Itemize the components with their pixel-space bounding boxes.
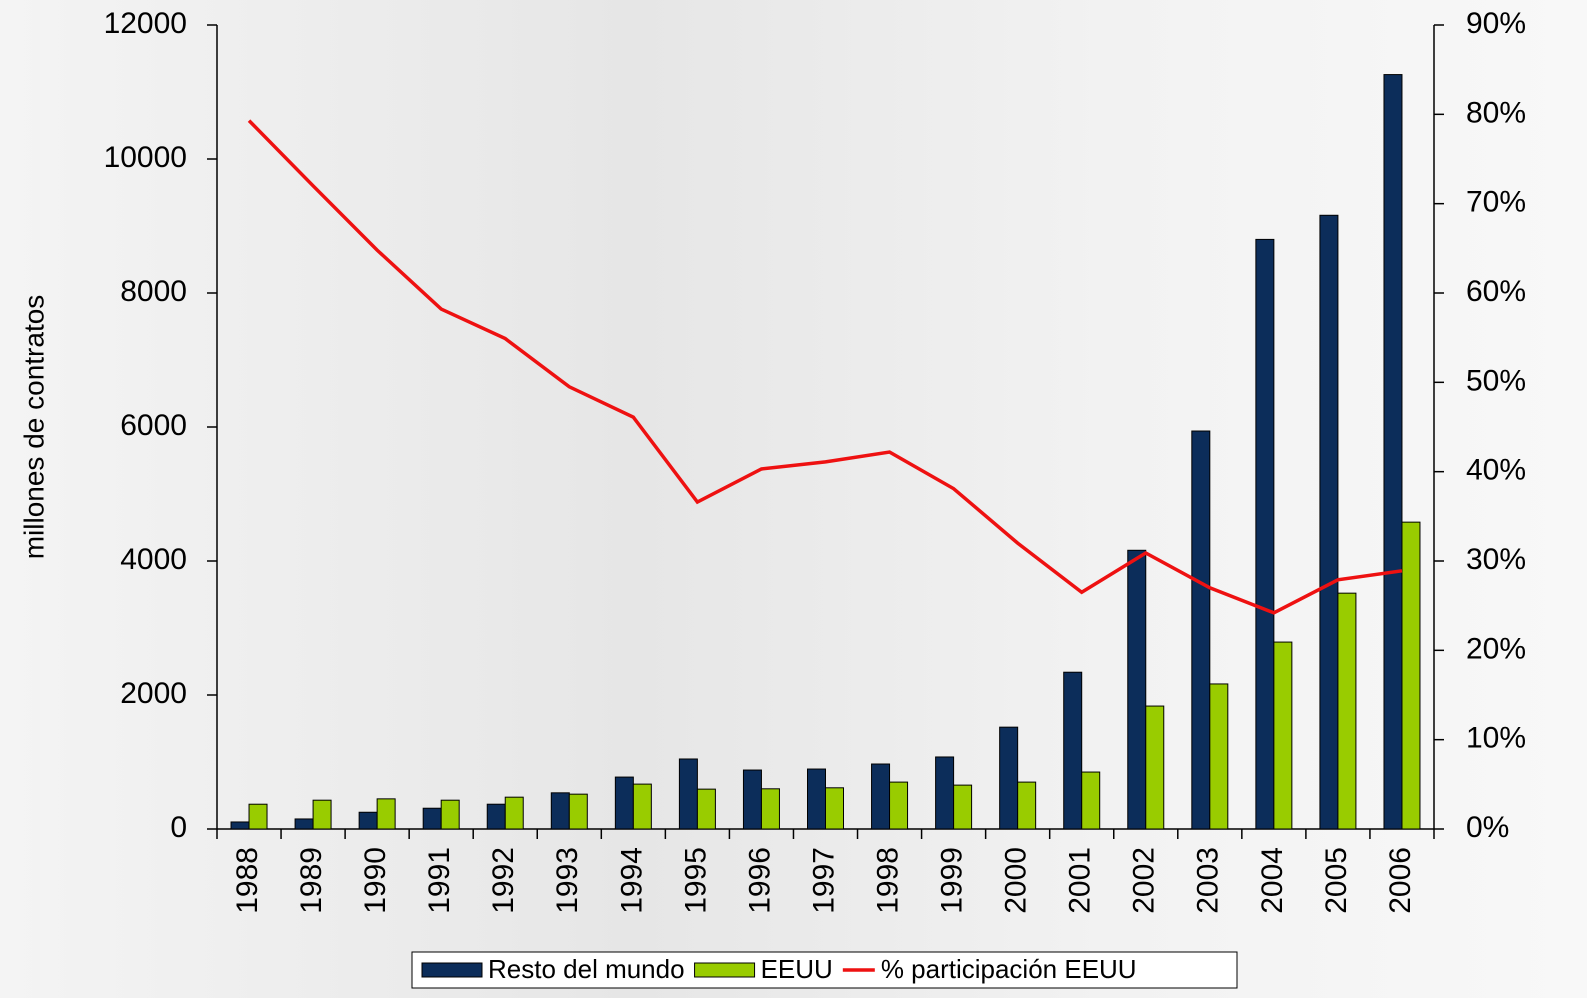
bar <box>422 807 442 830</box>
bar <box>632 783 652 830</box>
y-tick-label: 2000 <box>120 677 187 710</box>
y-axis-label: millones de contratos <box>18 295 49 560</box>
bar <box>550 792 570 830</box>
x-tick-label: 1990 <box>359 847 392 914</box>
bar <box>294 818 314 830</box>
bar <box>999 726 1019 830</box>
legend-box <box>411 951 1238 989</box>
y-tick-label: 4000 <box>120 543 187 576</box>
x-tick-label: 2005 <box>1320 847 1353 914</box>
x-tick-label: 1999 <box>936 847 969 914</box>
x-tick-label: 1996 <box>743 847 776 914</box>
bar <box>871 763 891 830</box>
bar <box>376 798 396 830</box>
x-tick-label: 2000 <box>1000 847 1033 914</box>
y2-tick-label: 0% <box>1466 811 1509 844</box>
bar <box>1337 592 1357 830</box>
bar <box>1127 549 1147 830</box>
line-series <box>247 119 1403 615</box>
bar <box>1383 74 1403 830</box>
bar <box>1145 705 1165 830</box>
y2-tick-label: 30% <box>1466 543 1526 576</box>
x-tick-label: 2003 <box>1192 847 1225 914</box>
bar <box>1191 430 1211 830</box>
y-tick-label: 8000 <box>120 275 187 308</box>
legend-swatch <box>694 962 756 978</box>
y2-tick-label: 80% <box>1466 96 1526 129</box>
bar <box>312 799 332 830</box>
x-tick-label: 1992 <box>487 847 520 914</box>
y2-tick-label: 20% <box>1466 632 1526 665</box>
y2-tick-label: 10% <box>1466 722 1526 755</box>
y2-tick-label: 50% <box>1466 364 1526 397</box>
bar <box>1255 238 1275 830</box>
bar <box>825 787 844 830</box>
x-tick-label: 2006 <box>1384 847 1417 914</box>
y-tick-label: 12000 <box>104 7 187 40</box>
bar <box>1017 781 1037 830</box>
y2-tick-label: 60% <box>1466 275 1526 308</box>
y2-tick-label: 90% <box>1466 7 1526 40</box>
bar <box>742 769 762 830</box>
bar <box>953 784 973 830</box>
bar <box>678 758 698 830</box>
bar <box>696 788 716 830</box>
x-tick-label: 1995 <box>679 847 712 914</box>
y-tick-label: 10000 <box>104 141 187 174</box>
bar <box>1319 214 1339 830</box>
legend-label: Resto del mundo <box>488 954 685 984</box>
x-tick-label: 1991 <box>423 847 456 914</box>
x-tick-label: 1997 <box>807 847 840 914</box>
bar <box>807 768 826 830</box>
x-tick-label: 1993 <box>551 847 584 914</box>
bar <box>358 811 378 830</box>
x-tick-label: 2001 <box>1064 847 1097 914</box>
x-tick-label: 1998 <box>871 847 904 914</box>
bar <box>1081 771 1101 830</box>
bar <box>230 821 250 830</box>
bar <box>935 756 955 830</box>
legend-swatch <box>421 962 483 978</box>
legend-label: EEUU <box>761 954 833 984</box>
bar <box>1063 671 1083 830</box>
bar <box>1273 641 1293 830</box>
bar <box>614 776 634 830</box>
y2-tick-label: 70% <box>1466 186 1526 219</box>
legend-label: % participación EEUU <box>881 954 1137 984</box>
bar <box>889 781 909 830</box>
bar <box>486 803 506 830</box>
y-tick-label: 0 <box>170 811 187 844</box>
x-tick-label: 2004 <box>1256 847 1289 914</box>
bar <box>1401 521 1421 830</box>
x-tick-label: 1988 <box>231 847 264 914</box>
x-tick-label: 2002 <box>1128 847 1161 914</box>
bar <box>568 793 588 830</box>
bar <box>440 799 460 830</box>
bar <box>504 796 524 830</box>
y2-tick-label: 40% <box>1466 454 1526 487</box>
bar <box>760 788 780 830</box>
bar <box>1209 683 1229 830</box>
bar <box>248 803 268 830</box>
x-tick-label: 1989 <box>295 847 328 914</box>
x-tick-label: 1994 <box>615 847 648 914</box>
y-tick-label: 6000 <box>120 409 187 442</box>
